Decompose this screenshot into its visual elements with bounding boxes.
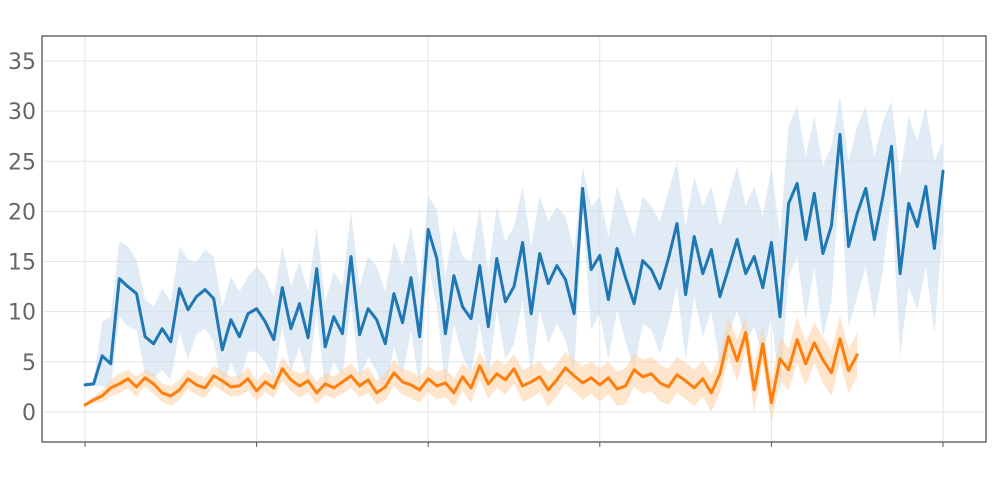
y-axis: 0 5 10 15 20 25 30 35 (8, 50, 36, 426)
y-tick-label: 30 (8, 100, 36, 125)
y-tick-label: 15 (8, 251, 36, 276)
x-axis (85, 442, 943, 447)
y-tick-label: 35 (8, 50, 36, 75)
y-tick-label: 20 (8, 200, 36, 225)
y-tick-label: 10 (8, 301, 36, 326)
y-tick-label: 25 (8, 150, 36, 175)
y-tick-label: 5 (22, 351, 36, 376)
y-tick-label: 0 (22, 401, 36, 426)
